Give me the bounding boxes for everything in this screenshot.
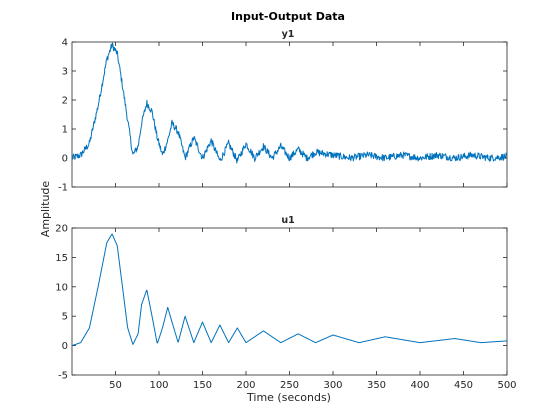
panel-u1-ytick-label: 10 [55,282,68,293]
panel-y1-ytick-label: 0 [62,154,68,165]
panel-u1-axes-box [71,227,508,376]
figure-title: Input-Output Data [231,10,345,23]
panel-u1-series-line [71,233,508,347]
panel-u1-ytick-label: 5 [62,312,68,323]
panel-u1-xtick-label: 300 [323,380,342,391]
panel-u1-ytick-label: -5 [58,371,68,382]
panel-u1-xtick-label: 250 [280,380,299,391]
panel-u1-xtick-label: 350 [367,380,386,391]
panel-u1-subtitle: u1 [281,215,294,226]
panel-y1-ytick-label: 3 [62,67,68,78]
panel-u1-ticks: -5 0 5 10 15 20 50 100 150 200 250 300 350 400 450 500 [55,224,516,392]
panel-y1-ytick-label: 2 [62,96,68,107]
panel-u1-xtick-label: 450 [454,380,473,391]
panel-u1-xtick-label: 100 [149,380,168,391]
panel-u1-xtick-label: 200 [236,380,255,391]
panel-u1-xtick-label: 500 [497,380,516,391]
panel-y1-ytick-label: 1 [62,125,68,136]
panel-y1-ytick-label: 4 [62,38,68,49]
panel-y1-axes-box [71,41,508,188]
panel-u1-ytick-label: 20 [55,224,68,235]
panel-y1-series-line [71,42,508,164]
panel-u1-ytick-label: 15 [55,253,68,264]
panel-u1-ytick-label: 0 [62,341,68,352]
panel-u1-xtick-label: 150 [193,380,212,391]
panel-u1-xtick-label: 400 [410,380,429,391]
x-axis-label: Time (seconds) [246,391,331,404]
panel-y1-ticks: -1 0 1 2 3 4 [58,38,508,194]
y-axis-label: Amplitude [39,181,52,238]
panel-y1-subtitle: y1 [282,29,295,40]
panel-u1: u1 -5 0 5 10 15 20 50 100 150 200 250 300 350 400 450 5… [55,215,516,391]
panel-u1-xtick-label: 50 [109,380,122,391]
panel-y1: y1 -1 0 1 2 3 4 [58,29,508,194]
panel-y1-ytick-label: -1 [58,183,68,194]
